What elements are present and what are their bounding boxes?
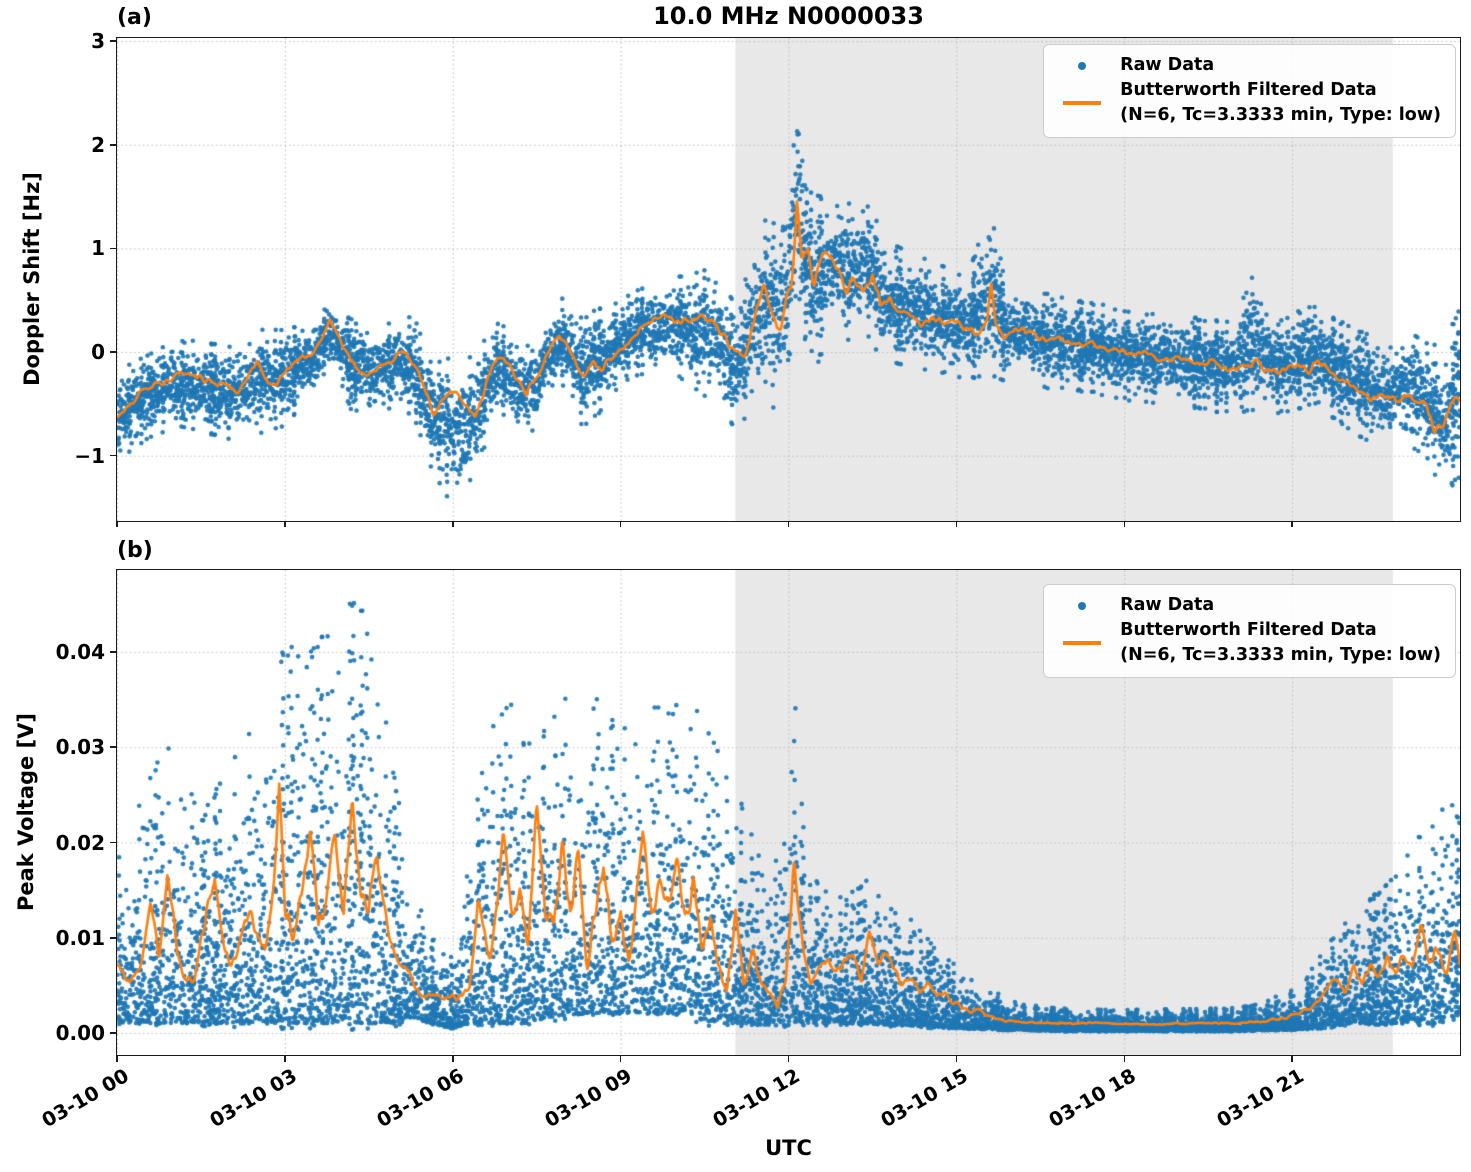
axis-tick-mark <box>1123 1055 1125 1062</box>
legend-entry-raw: Raw Data <box>1054 593 1441 618</box>
panel-a-legend: Raw Data Butterworth Filtered Data (N=6,… <box>1043 44 1456 138</box>
axis-tick-mark <box>110 1032 117 1034</box>
legend-entry-filtered: Butterworth Filtered Data (N=6, Tc=3.333… <box>1054 78 1441 128</box>
y-tick-label: 0.03 <box>55 735 105 760</box>
axis-tick-mark <box>1291 1055 1293 1062</box>
y-tick-label: 2 <box>91 132 105 157</box>
axis-tick-mark <box>452 1055 454 1062</box>
axis-tick-mark <box>110 247 117 250</box>
chart-title: 10.0 MHz N0000033 <box>653 2 924 30</box>
axis-tick-mark <box>619 1055 622 1062</box>
axis-tick-mark <box>110 841 117 844</box>
y-tick-label: 0.04 <box>55 639 105 664</box>
x-tick-label: 03-10 12 <box>709 1064 804 1133</box>
x-tick-label: 03-10 03 <box>205 1064 301 1133</box>
axis-tick-mark <box>110 40 117 42</box>
y-tick-label: 0.00 <box>55 1021 105 1046</box>
raw-data-dot-icon <box>1078 61 1087 70</box>
x-tick-label: 03-10 06 <box>373 1064 469 1133</box>
axis-tick-mark <box>955 1055 958 1062</box>
legend-entry-filtered: Butterworth Filtered Data (N=6, Tc=3.333… <box>1054 618 1441 668</box>
raw-data-dot-icon <box>1078 601 1087 610</box>
axis-tick-mark <box>116 1055 118 1062</box>
axis-tick-mark <box>110 144 117 146</box>
axis-tick-mark <box>452 521 454 527</box>
y-tick-label: 3 <box>91 29 105 54</box>
x-tick-label: 03-10 15 <box>876 1064 972 1133</box>
panel-b-tag: (b) <box>117 538 153 563</box>
x-axis-label: UTC <box>765 1136 812 1160</box>
axis-tick-mark <box>619 521 622 527</box>
axis-tick-mark <box>955 521 958 527</box>
axis-tick-mark <box>284 521 286 527</box>
legend-raw-label: Raw Data <box>1120 55 1215 75</box>
axis-tick-mark <box>110 351 117 353</box>
axis-tick-mark <box>110 746 117 748</box>
axis-tick-mark <box>1123 521 1125 527</box>
axis-tick-mark <box>787 521 790 527</box>
y-tick-label: 1 <box>91 236 105 261</box>
y-tick-label: 0.01 <box>55 925 105 950</box>
x-tick-label: 03-10 09 <box>541 1064 637 1133</box>
legend-filtered-label: Butterworth Filtered Data (N=6, Tc=3.333… <box>1120 80 1441 125</box>
legend-filtered-label: Butterworth Filtered Data (N=6, Tc=3.333… <box>1120 620 1441 665</box>
y-tick-label: 0 <box>91 340 105 365</box>
axis-tick-mark <box>787 1055 790 1062</box>
axis-tick-mark <box>110 454 117 457</box>
x-tick-label: 03-10 21 <box>1212 1064 1308 1133</box>
filtered-line-icon <box>1063 641 1102 645</box>
y-tick-label: 0.02 <box>55 830 105 855</box>
axis-tick-mark <box>110 651 117 653</box>
legend-raw-label: Raw Data <box>1120 595 1215 615</box>
axis-tick-mark <box>284 1055 286 1062</box>
x-tick-label: 03-10 00 <box>37 1064 133 1133</box>
axis-tick-mark <box>110 937 117 939</box>
panel-b-legend: Raw Data Butterworth Filtered Data (N=6,… <box>1043 584 1456 678</box>
axis-tick-mark <box>1291 521 1293 527</box>
filtered-line-icon <box>1063 101 1102 105</box>
panel-a-tag: (a) <box>117 5 152 30</box>
x-tick-label: 03-10 18 <box>1044 1064 1140 1133</box>
legend-entry-raw: Raw Data <box>1054 53 1441 78</box>
y-tick-label: −1 <box>74 443 105 468</box>
axis-tick-mark <box>116 521 118 527</box>
